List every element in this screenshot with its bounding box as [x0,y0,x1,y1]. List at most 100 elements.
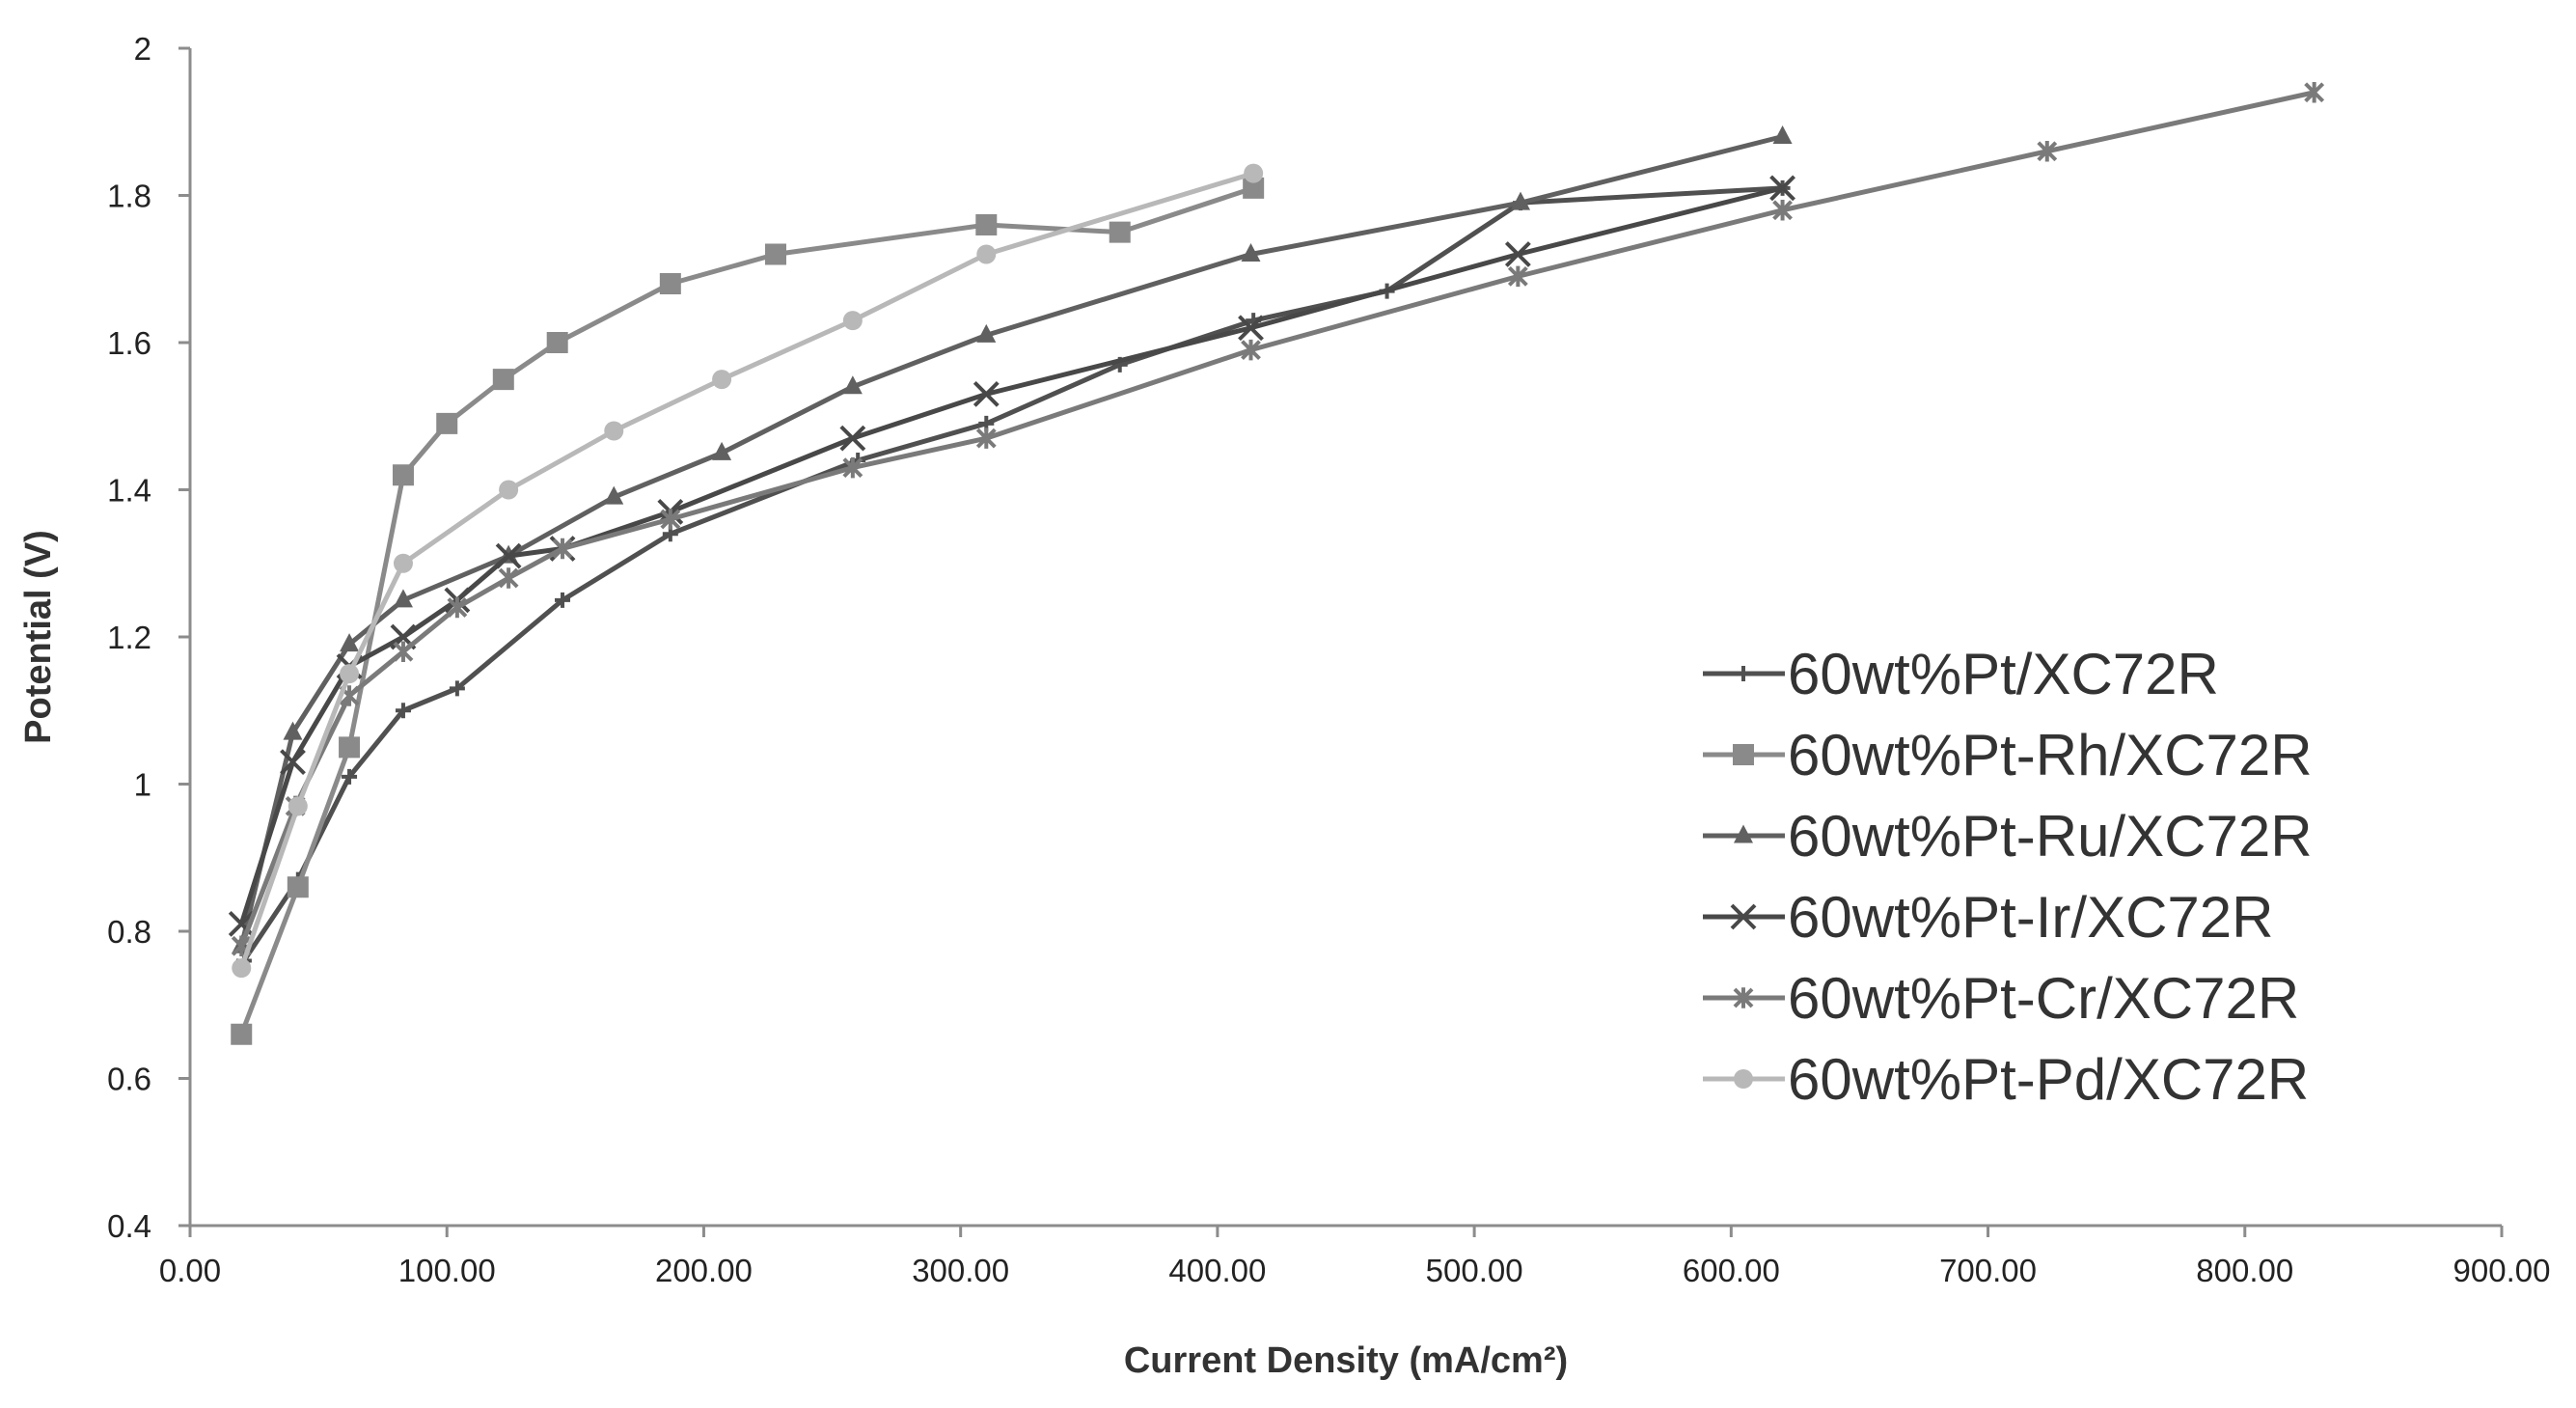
legend-label: 60wt%Pt-Ru/XC72R [1788,804,2313,869]
legend-label: 60wt%Pt-Rh/XC72R [1788,723,2313,787]
data-point [1772,125,1793,144]
data-point [976,323,997,343]
legend-marker [1736,666,1751,681]
legend-item: 60wt%Pt-Pd/XC72R [1703,1047,2309,1112]
data-point [231,1023,253,1045]
data-point [1511,191,1531,210]
x-tick-label: 800.00 [2196,1253,2293,1288]
legend-marker [1733,987,1754,1008]
data-point [392,464,414,486]
data-point [340,664,360,684]
data-point [1109,221,1131,243]
legend-marker [1734,1069,1753,1089]
data-point [1243,177,1265,199]
data-point [842,456,863,479]
x-tick-label: 600.00 [1683,1253,1780,1288]
data-point [1769,175,1795,202]
data-point [973,380,1000,407]
data-point [393,589,413,608]
y-tick-label: 1.2 [107,620,151,655]
data-point [499,480,519,500]
series-4 [228,175,1795,937]
series-group [228,81,2325,1045]
data-point [604,421,624,441]
x-axis-title: Current Density (mA/cm²) [1124,1340,1568,1381]
x-tick-label: 100.00 [398,1253,496,1288]
data-point [842,311,863,331]
data-point [842,375,863,395]
data-point [280,749,306,776]
series-line [238,171,1256,971]
y-tick-label: 1 [134,767,151,803]
legend-label: 60wt%Pt-Pd/XC72R [1788,1047,2309,1112]
data-point [339,736,361,759]
x-tick-label: 200.00 [655,1253,753,1288]
data-point [552,538,573,560]
data-point [659,273,681,294]
data-point [975,428,997,449]
legend-item: 60wt%Pt-Cr/XC72R [1703,966,2299,1031]
legend-item: 60wt%Pt-Ru/XC72R [1703,804,2313,869]
data-point [1244,163,1264,183]
data-point [342,768,358,785]
x-tick-label: 0.00 [159,1253,221,1288]
x-tick-label: 500.00 [1426,1253,1523,1288]
series-5 [231,81,2325,957]
series-6 [232,163,1264,979]
data-point [546,332,568,353]
data-point [712,370,732,390]
legend-marker [1730,903,1757,930]
data-point [712,441,732,460]
y-tick-label: 2 [134,31,151,67]
data-point [340,633,360,652]
data-point [283,721,303,740]
data-point [495,542,522,569]
legend-marker [1734,824,1753,843]
y-tick-label: 0.4 [107,1208,151,1244]
series-3 [232,125,1793,953]
series-2 [231,177,1265,1045]
data-point [2037,140,2058,162]
data-point [395,703,411,719]
legend-item: 60wt%Pt-Ir/XC72R [1703,885,2274,950]
data-point [1238,315,1264,342]
data-point [232,958,252,979]
data-point [975,214,998,235]
series-line [238,185,1786,926]
legend-label: 60wt%Pt/XC72R [1788,642,2219,706]
data-point [492,369,514,391]
data-point [604,485,624,505]
y-axis-title: Potential (V) [18,530,59,744]
data-point [393,553,413,573]
legend-label: 60wt%Pt-Cr/XC72R [1788,966,2299,1031]
series-line [238,134,1786,949]
data-point [764,243,786,265]
series-line [238,185,1256,1037]
y-tick-label: 1.8 [107,179,151,214]
x-tick-label: 700.00 [1939,1253,2037,1288]
legend: 60wt%Pt/XC72R 60wt%Pt-Rh/XC72R 60wt%Pt-Ru/… [1703,642,2313,1112]
data-point [839,425,866,452]
data-point [449,680,465,697]
data-point [436,412,458,434]
legend-item: 60wt%Pt-Rh/XC72R [1703,723,2313,787]
data-point [976,244,997,264]
series-line [241,185,1786,963]
data-point [498,567,519,589]
data-point [2304,81,2325,103]
x-ticks: 0.00 100.00 200.00 300.00 400.00 500.00 600.00… [159,1226,2550,1288]
legend-item: 60wt%Pt/XC72R [1703,642,2219,706]
y-tick-label: 1.6 [107,325,151,361]
data-point [1504,241,1531,267]
y-ticks: 0.4 0.6 0.8 1 1.2 1.4 1.6 1.8 2 [107,31,190,1244]
data-point [393,641,414,663]
data-point [1772,199,1793,221]
legend-label: 60wt%Pt-Ir/XC72R [1788,885,2274,950]
y-tick-label: 0.8 [107,914,151,950]
data-point [1241,243,1261,262]
data-point [288,796,308,816]
legend-marker [1733,744,1754,765]
x-tick-label: 300.00 [912,1253,1009,1288]
data-point [1507,265,1528,288]
